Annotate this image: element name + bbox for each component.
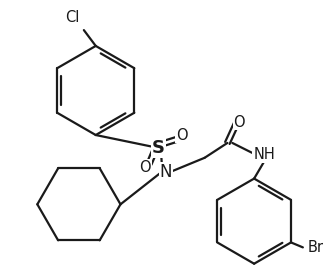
Text: NH: NH xyxy=(253,147,275,162)
Text: Br: Br xyxy=(308,240,324,255)
Text: N: N xyxy=(160,163,172,181)
Text: O: O xyxy=(176,128,188,142)
Text: Cl: Cl xyxy=(65,10,79,25)
Text: S: S xyxy=(152,139,165,157)
Text: O: O xyxy=(139,160,151,175)
Text: O: O xyxy=(234,115,245,130)
